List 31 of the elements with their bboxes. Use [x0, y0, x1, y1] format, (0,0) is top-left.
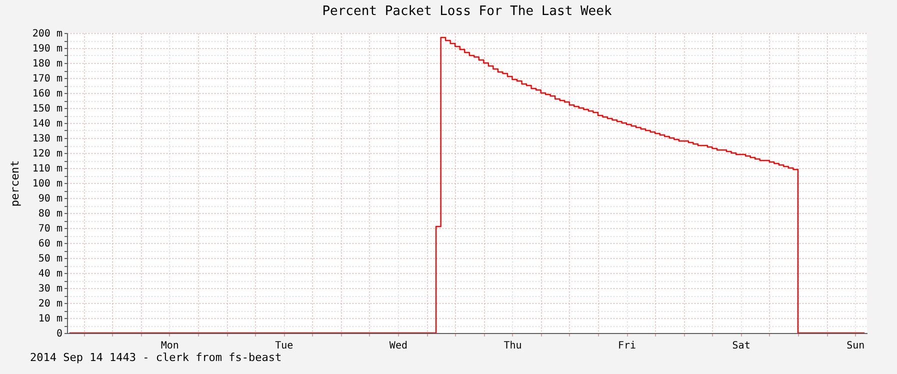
x-tick-label: Fri — [618, 340, 636, 352]
y-tick-label: 120 m — [32, 148, 62, 160]
text: 2014 Sep 14 1443 - clerk from fs-beast — [30, 351, 282, 364]
y-tick-label: 180 m — [32, 58, 62, 70]
x-tick-label: Tue — [275, 340, 294, 352]
y-tick-label: 190 m — [32, 44, 62, 54]
y-axis-title: percent — [8, 160, 22, 207]
y-tick-label: 110 m — [32, 164, 62, 174]
y-tick-label: 40 m — [38, 268, 62, 280]
x-tick-label: Sat — [732, 340, 750, 352]
x-tick-label: Mon — [160, 340, 179, 352]
y-tick-label: 100 m — [32, 178, 62, 190]
y-tick-label: 20 m — [38, 298, 62, 310]
y-tick-label: 170 m — [32, 74, 62, 84]
y-tick-label: 130 m — [32, 134, 62, 144]
x-tick-label: Thu — [504, 340, 522, 352]
y-tick-label: 140 m — [32, 118, 62, 130]
chart-title: Percent Packet Loss For The Last Week — [322, 4, 612, 19]
x-tick-label: Wed — [389, 340, 408, 352]
y-tick-label: 50 m — [38, 254, 62, 264]
y-tick-label: 60 m — [38, 238, 62, 250]
y-tick-label: 200 m — [32, 28, 62, 40]
y-tick-label: 150 m — [32, 104, 62, 114]
y-tick-label: 90 m — [38, 194, 62, 204]
y-tick-label: 80 m — [38, 208, 62, 220]
y-tick-label: 160 m — [32, 88, 62, 100]
x-tick-label: Sun — [846, 340, 865, 352]
y-tick-label: 70 m — [38, 224, 62, 234]
y-tick-label: 0 — [56, 328, 62, 340]
y-tick-label: 10 m — [38, 314, 62, 324]
y-tick-label: 30 m — [38, 284, 62, 294]
